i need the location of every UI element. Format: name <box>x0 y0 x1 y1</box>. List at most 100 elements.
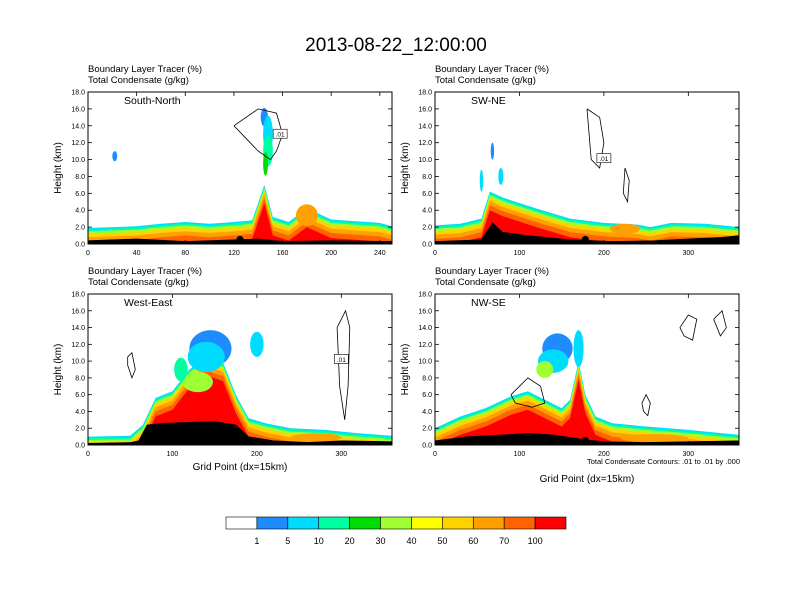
y-axis-label: Height (km) <box>53 142 64 194</box>
y-tick-label: 8.0 <box>75 174 85 181</box>
location-marker <box>236 436 244 444</box>
tracer-band <box>435 379 739 445</box>
x-tick-label: 200 <box>598 250 610 257</box>
colorbar-swatch <box>534 516 567 530</box>
plot-area: .01 <box>435 108 739 244</box>
y-tick-label: 6.0 <box>75 392 85 399</box>
x-axis-label-right: Grid Point (dx=15km) <box>540 474 635 485</box>
tracer-patch <box>290 433 342 442</box>
panel-label: NW-SE <box>471 297 506 309</box>
condensate-contour <box>127 351 136 380</box>
y-tick-label: 2.0 <box>422 426 432 433</box>
tracer-patch <box>295 204 318 227</box>
tracer-patch <box>174 357 188 382</box>
colorbar-label: 30 <box>376 536 386 546</box>
tracer-band <box>88 203 392 244</box>
y-tick-label: 14.0 <box>418 325 432 332</box>
y-tick-label: 10.0 <box>418 157 432 164</box>
y-tick-label: 18.0 <box>71 292 85 299</box>
colorbar-swatch <box>503 516 536 530</box>
condensate-contour <box>233 108 283 161</box>
y-tick-label: 18.0 <box>418 90 432 97</box>
x-tick-label: 120 <box>228 250 240 257</box>
y-tick-label: 10.0 <box>71 157 85 164</box>
plot-area: .01 .01 <box>88 108 423 244</box>
y-tick-label: 16.0 <box>418 308 432 315</box>
y-tick-label: 4.0 <box>75 409 85 416</box>
header-condensate: Total Condensate (g/kg) <box>435 75 536 86</box>
y-tick-label: 0.0 <box>422 443 432 450</box>
plot-area <box>435 309 739 445</box>
condensate-contour <box>679 314 698 341</box>
colorbar-swatch <box>411 516 443 530</box>
colorbar-swatch <box>442 516 474 530</box>
colorbar-swatch <box>225 516 258 530</box>
panel-label: West-East <box>124 297 172 309</box>
plot-frame <box>434 293 740 446</box>
colorbar: 1 5 10 20 30 40 50 60 70 100 <box>225 516 567 546</box>
x-axis-label-left: Grid Point (dx=15km) <box>193 462 288 473</box>
y-tick-label: 10.0 <box>71 359 85 366</box>
x-tick-label: 300 <box>682 451 694 458</box>
terrain <box>435 432 739 445</box>
x-tick-label: 100 <box>167 451 179 458</box>
colorbar-label: 40 <box>406 536 416 546</box>
y-tick-label: 12.0 <box>71 140 85 147</box>
y-tick-label: 6.0 <box>422 191 432 198</box>
colorbar-label: 60 <box>468 536 478 546</box>
y-tick-label: 18.0 <box>418 292 432 299</box>
y-tick-label: 14.0 <box>71 123 85 130</box>
location-marker <box>581 436 589 444</box>
colorbar-label: 1 <box>254 536 259 546</box>
plot-frame <box>87 293 393 446</box>
y-tick-label: 2.0 <box>422 225 432 232</box>
x-tick-label: 100 <box>514 451 526 458</box>
y-tick-label: 4.0 <box>422 208 432 215</box>
y-tick-label: 0.0 <box>75 443 85 450</box>
x-tick-label: 240 <box>374 250 386 257</box>
y-tick-label: 2.0 <box>75 426 85 433</box>
contour-label-box <box>409 173 423 182</box>
header-tracer: Boundary Layer Tracer (%) <box>435 266 549 277</box>
x-tick-label: 0 <box>433 451 437 458</box>
y-tick-label: 10.0 <box>418 359 432 366</box>
tracer-patch <box>182 372 213 393</box>
y-tick-label: 14.0 <box>71 325 85 332</box>
plot-frame <box>87 91 393 245</box>
x-tick-label: 0 <box>433 250 437 257</box>
contour-label: .01 <box>412 176 421 183</box>
header-condensate: Total Condensate (g/kg) <box>88 75 189 86</box>
colorbar-swatch <box>287 516 320 530</box>
contour-label-box <box>334 354 349 364</box>
x-tick-label: 40 <box>133 250 141 257</box>
contour-label-box <box>596 153 612 164</box>
colorbar-label: 100 <box>528 536 543 546</box>
colorbar-label: 5 <box>285 536 290 546</box>
x-tick-label: 80 <box>181 250 189 257</box>
colorbar-swatch <box>256 516 289 530</box>
header-tracer: Boundary Layer Tracer (%) <box>88 266 202 277</box>
header-tracer: Boundary Layer Tracer (%) <box>88 64 202 75</box>
tracer-patch <box>490 142 495 160</box>
x-tick-label: 0 <box>86 250 90 257</box>
panel-sw-ne: .01 0 100 200 300 0.0 2.0 4.0 6.0 8.0 10.0 12.0 14.0… <box>400 64 740 257</box>
tracer-patch <box>250 331 264 357</box>
colorbar-label: 70 <box>499 536 509 546</box>
panel-south-north: .01 .01 0 40 80 120 160 200 240 0.0 2.0 4.0 6.0 8.0 10… <box>53 64 423 257</box>
terrain <box>435 222 739 244</box>
x-tick-label: 300 <box>682 250 694 257</box>
panel-west-east: .01 0 100 200 300 0.0 2.0 4.0 6.0 8.0 10.0 12.0 14.0… <box>53 266 393 458</box>
y-tick-label: 16.0 <box>418 106 432 113</box>
tracer-patch <box>573 330 584 367</box>
y-tick-label: 12.0 <box>71 342 85 349</box>
colorbar-swatch <box>472 516 505 530</box>
y-tick-label: 4.0 <box>422 409 432 416</box>
y-tick-label: 12.0 <box>418 342 432 349</box>
y-axis-label: Height (km) <box>53 344 64 396</box>
tracer-patch <box>187 341 225 373</box>
colorbar-swatch <box>318 516 350 530</box>
contour-label-box <box>272 128 288 139</box>
x-tick-label: 100 <box>514 250 526 257</box>
contour-label: .01 <box>599 156 608 163</box>
condensate-contour <box>641 393 651 417</box>
